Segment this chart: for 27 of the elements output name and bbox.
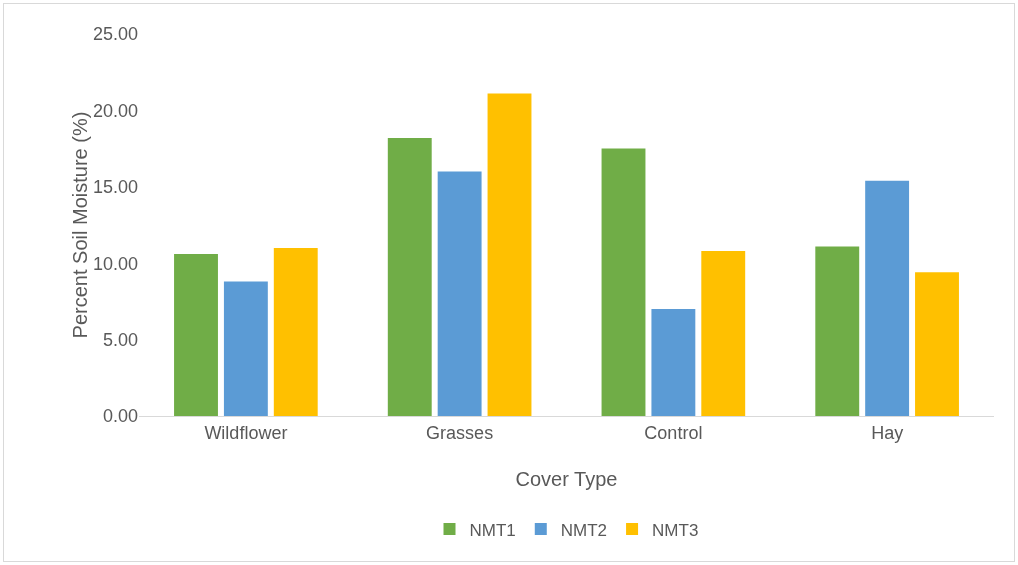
x-tick-label: Hay (871, 422, 904, 443)
bar (174, 254, 218, 416)
legend-label: NMT1 (469, 520, 516, 540)
y-tick-label: 25.00 (92, 24, 138, 45)
y-tick-label: 20.00 (92, 100, 138, 121)
legend-label: NMT2 (560, 520, 608, 540)
y-tick-label: 10.00 (92, 253, 138, 274)
x-tick-label: Wildflower (204, 422, 288, 443)
legend-label: NMT3 (652, 520, 699, 540)
bar (865, 180, 910, 416)
x-tick-label: Grasses (426, 422, 494, 443)
bar (915, 272, 959, 416)
bar (651, 309, 696, 416)
bar (387, 137, 432, 416)
bar (487, 93, 532, 416)
y-tick-label: 0.00 (102, 406, 138, 427)
bar (701, 250, 746, 416)
y-axis-title: Percent Soil Moisture (%) (68, 111, 91, 339)
bar (437, 171, 482, 416)
bar (273, 247, 318, 416)
bar (601, 148, 646, 416)
x-axis-title: Cover Type (515, 468, 618, 490)
x-tick-label: Control (644, 422, 703, 443)
bar (223, 281, 268, 416)
bar (815, 246, 860, 416)
y-tick-label: 5.00 (102, 329, 138, 350)
y-tick-label: 15.00 (92, 177, 138, 198)
